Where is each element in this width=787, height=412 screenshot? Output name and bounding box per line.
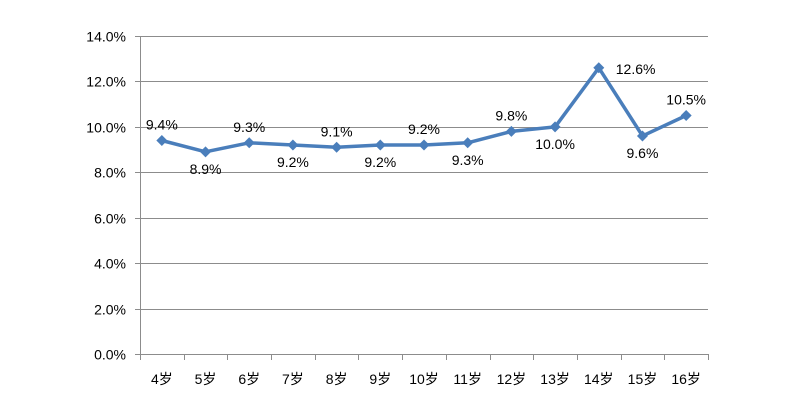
data-point-marker bbox=[462, 137, 474, 149]
data-label: 9.6% bbox=[627, 145, 659, 161]
data-label: 12.6% bbox=[616, 61, 656, 77]
x-tick-label: 6岁 bbox=[238, 371, 260, 387]
data-point-marker bbox=[680, 110, 692, 121]
data-point-marker bbox=[549, 121, 561, 133]
data-point-marker bbox=[200, 146, 212, 158]
x-tick-label: 9岁 bbox=[369, 371, 391, 387]
y-tick-label: 14.0% bbox=[86, 29, 126, 45]
data-label: 9.4% bbox=[146, 116, 178, 132]
data-label: 9.1% bbox=[321, 123, 353, 139]
data-label: 10.0% bbox=[535, 136, 575, 152]
data-label: 9.2% bbox=[277, 154, 309, 170]
data-point-marker bbox=[331, 141, 343, 153]
data-label: 9.8% bbox=[495, 107, 527, 123]
x-tick-label: 4岁 bbox=[151, 371, 173, 387]
data-labels: 9.4% 8.9% 9.3% 9.2% 9.1% 9.2% 9.2% 9.3% 9.8% 10.0… bbox=[146, 61, 706, 177]
data-label: 9.3% bbox=[233, 119, 265, 135]
data-label: 8.9% bbox=[190, 161, 222, 177]
y-tick-label: 8.0% bbox=[94, 165, 126, 181]
data-point-marker bbox=[156, 134, 168, 146]
y-tick-label: 4.0% bbox=[94, 256, 126, 272]
x-axis-tick-labels: 4岁 5岁 6岁 7岁 8岁 9岁 10岁 11岁 12岁 13岁 14岁 15岁 16岁 bbox=[151, 371, 701, 387]
x-tick-label: 5岁 bbox=[195, 371, 217, 387]
data-point-marker bbox=[505, 125, 517, 137]
x-tick-label: 16岁 bbox=[671, 371, 701, 387]
x-tick-label: 8岁 bbox=[326, 371, 348, 387]
y-tick-label: 2.0% bbox=[94, 302, 126, 318]
x-tick-label: 12岁 bbox=[497, 371, 527, 387]
x-tick-label: 10岁 bbox=[409, 371, 439, 387]
data-label: 9.2% bbox=[408, 121, 440, 137]
y-tick-label: 10.0% bbox=[86, 120, 126, 136]
x-tick-label: 14岁 bbox=[584, 371, 614, 387]
data-label: 9.2% bbox=[364, 154, 396, 170]
data-label: 10.5% bbox=[666, 92, 706, 108]
data-series bbox=[156, 62, 692, 158]
y-tick-label: 6.0% bbox=[94, 211, 126, 227]
data-point-marker bbox=[636, 130, 648, 142]
gridlines bbox=[140, 36, 708, 310]
y-tick-label: 0.0% bbox=[94, 347, 126, 363]
data-point-marker bbox=[287, 139, 299, 151]
data-point-marker bbox=[418, 139, 430, 151]
x-tick-label: 15岁 bbox=[628, 371, 658, 387]
y-axis-tick-labels: 0.0% 2.0% 4.0% 6.0% 8.0% 10.0% 12.0% 14.0% bbox=[86, 29, 126, 363]
x-tick-label: 7岁 bbox=[282, 371, 304, 387]
data-label: 9.3% bbox=[452, 152, 484, 168]
data-point-marker bbox=[243, 137, 255, 149]
axes bbox=[135, 36, 709, 360]
data-point-marker bbox=[374, 139, 386, 151]
y-tick-label: 12.0% bbox=[86, 74, 126, 90]
data-point-marker bbox=[593, 62, 605, 74]
x-tick-label: 11岁 bbox=[453, 371, 482, 387]
series-line bbox=[161, 66, 687, 154]
x-tick-label: 13岁 bbox=[540, 371, 570, 387]
